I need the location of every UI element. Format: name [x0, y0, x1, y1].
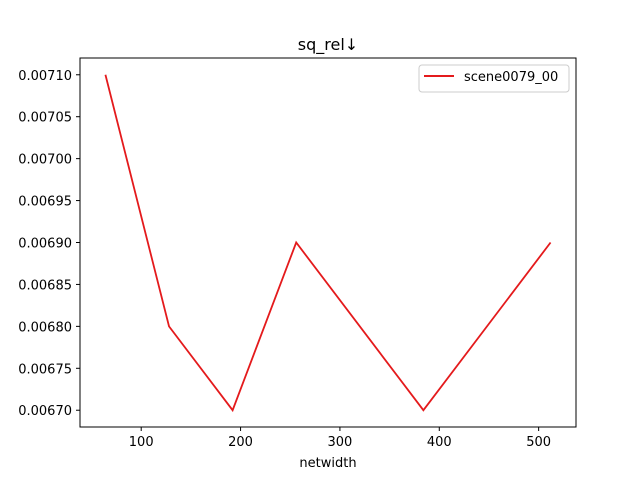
x-tick-label: 100 — [129, 435, 154, 450]
y-tick-label: 0.00690 — [18, 237, 72, 252]
plot-area — [104, 74, 552, 413]
legend-label: scene0079_00 — [464, 70, 558, 85]
series-line — [104, 74, 552, 413]
y-tick-label: 0.00695 — [18, 195, 72, 210]
chart-title: sq_rel↓ — [298, 35, 358, 55]
x-axis: 100 200 300 400 500 — [129, 427, 551, 450]
y-tick-label: 0.00670 — [18, 404, 72, 419]
y-tick-label: 0.00705 — [18, 111, 72, 126]
y-tick-label: 0.00685 — [18, 278, 72, 293]
plot-frame — [79, 57, 577, 428]
x-tick-label: 400 — [427, 435, 452, 450]
legend: scene0079_00 — [418, 64, 570, 93]
x-tick-label: 200 — [228, 435, 253, 450]
x-tick-label: 500 — [526, 435, 551, 450]
y-tick-label: 0.00700 — [18, 153, 72, 168]
y-tick-label: 0.00675 — [18, 362, 72, 377]
x-tick-label: 300 — [328, 435, 353, 450]
y-tick-label: 0.00680 — [18, 320, 72, 335]
legend-box — [418, 64, 570, 93]
y-axis: 0.00670 0.00675 0.00680 0.00685 0.00690 0.006… — [18, 69, 80, 419]
x-axis-label: netwidth — [299, 456, 356, 471]
y-tick-label: 0.00710 — [18, 69, 72, 84]
